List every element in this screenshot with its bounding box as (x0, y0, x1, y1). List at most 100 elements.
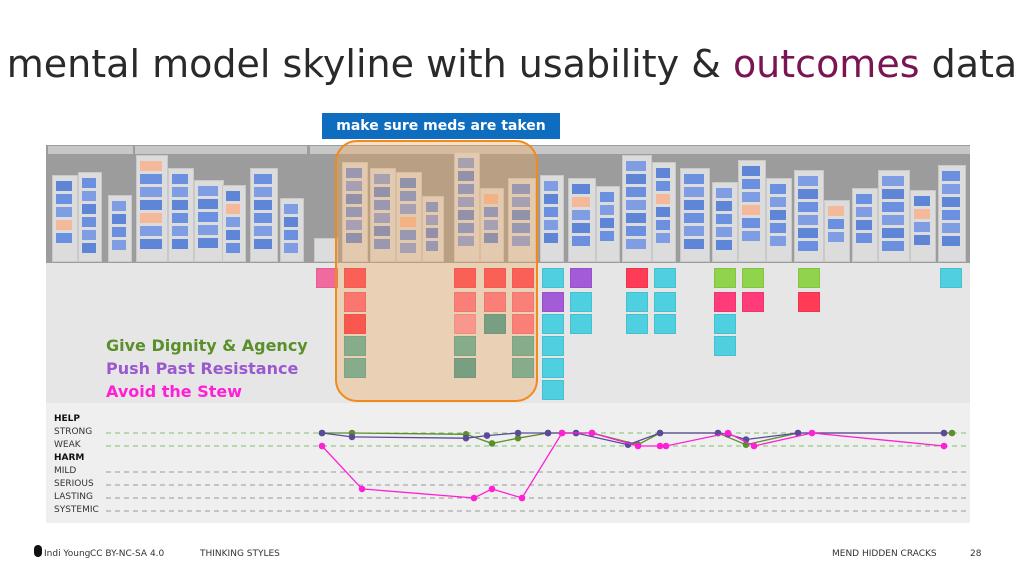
skyline-card (284, 217, 298, 227)
sticky-note (454, 292, 476, 312)
skyline-card (742, 192, 760, 202)
data-point (662, 442, 670, 450)
skyline-card (798, 241, 818, 251)
skyline-card (374, 213, 390, 223)
skyline-card (716, 188, 732, 198)
footer-section: MEND HIDDEN CRACKS (832, 549, 937, 559)
legend-stew: Avoid the Stew (106, 382, 243, 401)
skyline-card (484, 220, 498, 230)
skyline-card (798, 228, 818, 238)
skyline-card (882, 189, 904, 199)
callout-label: make sure meds are taken (322, 113, 560, 139)
skyline-card (600, 231, 614, 241)
sticky-note (454, 268, 476, 288)
data-point (656, 429, 664, 437)
skyline-card (856, 220, 872, 230)
skyline-card (798, 189, 818, 199)
skyline-card (742, 218, 760, 228)
skyline-card (56, 220, 72, 230)
data-point (518, 494, 526, 502)
skyline-card (82, 243, 96, 253)
skyline-card (140, 187, 162, 197)
legend-dignity: Give Dignity & Agency (106, 336, 308, 355)
data-point (948, 429, 956, 437)
sticky-note (542, 314, 564, 334)
data-point (348, 433, 356, 441)
skyline-card (82, 204, 96, 214)
skyline-card (716, 201, 732, 211)
data-point (514, 434, 522, 442)
skyline-card (600, 192, 614, 202)
skyline-card (544, 233, 558, 243)
skyline-card (828, 206, 844, 216)
skyline-card (458, 184, 474, 194)
skyline-card (226, 243, 240, 253)
sticky-note (484, 268, 506, 288)
ylabel-help: HELP (54, 414, 81, 424)
data-point (940, 442, 948, 450)
skyline-card (656, 220, 670, 230)
skyline-card (716, 214, 732, 224)
sticky-note (512, 358, 534, 378)
sticky-note (940, 268, 962, 288)
skyline-card (684, 226, 704, 236)
skyline-card (374, 226, 390, 236)
skyline-card (172, 200, 188, 210)
skyline-card (226, 230, 240, 240)
skyline-card (684, 174, 704, 184)
sticky-note (512, 336, 534, 356)
skyline-card (172, 174, 188, 184)
skyline-card (716, 240, 732, 250)
data-point (634, 442, 642, 450)
skyline-card (198, 225, 218, 235)
skyline-card (770, 184, 786, 194)
sticky-note (714, 292, 736, 312)
skyline-card (346, 220, 362, 230)
skyline-card (512, 184, 530, 194)
data-point (794, 429, 802, 437)
sticky-note (654, 268, 676, 288)
skyline-tower (314, 238, 338, 262)
footer-license: CC BY-NC-SA 4.0 (90, 549, 165, 559)
skyline-card (346, 168, 362, 178)
sticky-note (742, 268, 764, 288)
skyline-card (742, 205, 760, 215)
skyline-card (856, 194, 872, 204)
skyline-card (346, 181, 362, 191)
skyline-card (770, 210, 786, 220)
skyline-card (426, 228, 438, 238)
skyline-card (254, 213, 272, 223)
skyline-card (254, 239, 272, 249)
skyline-card (798, 215, 818, 225)
skyline-card (284, 230, 298, 240)
sticky-note (512, 268, 534, 288)
skyline-card (226, 204, 240, 214)
slide-title: mental model skyline with usability & ou… (0, 42, 1024, 86)
skyline-card (374, 187, 390, 197)
skyline-card (56, 194, 72, 204)
skyline-card (572, 197, 590, 207)
data-point (514, 429, 522, 437)
skyline-card (56, 181, 72, 191)
skyline-card (198, 186, 218, 196)
skyline-card (284, 204, 298, 214)
skyline-card (544, 194, 558, 204)
skyline-card (484, 194, 498, 204)
skyline-card (942, 210, 960, 220)
sticky-note (512, 292, 534, 312)
data-point (483, 432, 491, 439)
skyline-card (140, 174, 162, 184)
skyline-card (626, 187, 646, 197)
skyline-card (458, 171, 474, 181)
skyline-card (56, 207, 72, 217)
sticky-note (344, 292, 366, 312)
skyline-card (140, 213, 162, 223)
skyline-card (684, 239, 704, 249)
skyline-card (426, 215, 438, 225)
skyline-card (684, 187, 704, 197)
sticky-note (316, 268, 338, 288)
skyline-card (942, 184, 960, 194)
focus-highlight (335, 140, 538, 402)
data-point (544, 429, 552, 437)
skyline-segment-header (135, 146, 307, 154)
